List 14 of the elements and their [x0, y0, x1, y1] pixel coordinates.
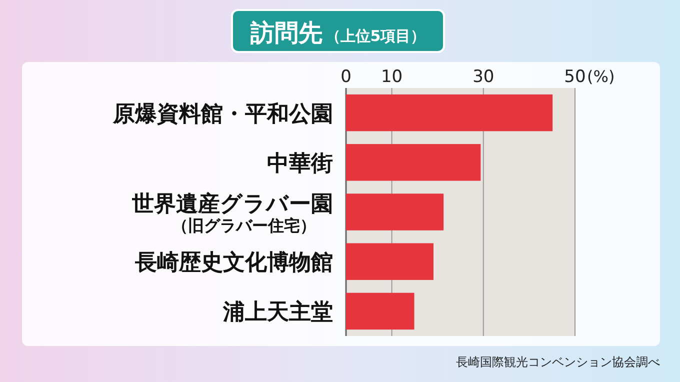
y-tick-label: 中華街	[267, 151, 333, 176]
chart-title: 訪問先	[249, 19, 322, 47]
x-tick-label: 10	[380, 67, 403, 87]
y-tick-label: 世界遺産グラバー園（旧グラバー住宅）	[131, 191, 333, 235]
y-tick-label: 長崎歴史文化博物館	[134, 250, 333, 276]
x-axis-title: (%)	[587, 67, 615, 86]
chart-subtitle: （上位5項目）	[325, 27, 426, 45]
y-tick-label: 浦上天主堂	[222, 299, 333, 326]
text: 長崎国際観光コンベンション協会調べ	[456, 355, 660, 369]
x-tick-label: 0	[340, 67, 352, 87]
title: 訪問先（上位5項目）	[231, 9, 445, 53]
x-tick-label: 30	[472, 67, 494, 87]
x-tick-label: 50	[564, 67, 586, 87]
y-tick-label: 原爆資料館・平和公園	[112, 102, 333, 127]
